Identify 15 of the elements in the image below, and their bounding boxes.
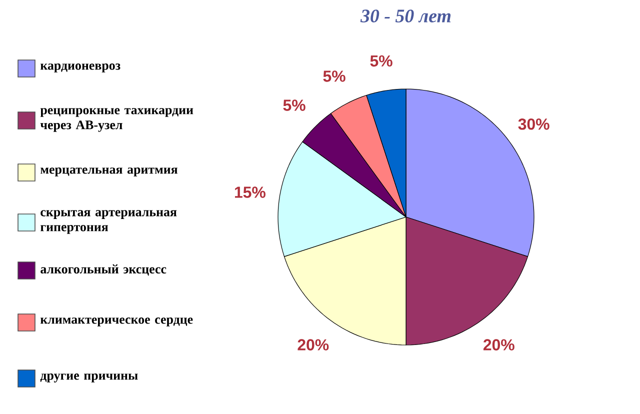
- legend-label: климактерическое сердце: [40, 318, 193, 326]
- data-label: 20%: [298, 339, 329, 350]
- legend-label: скрытая артериальная гипертония: [40, 210, 177, 234]
- legend-label: мерцательная аритмия: [40, 168, 178, 176]
- legend-label: другие причины: [40, 374, 138, 382]
- data-label: 20%: [483, 339, 514, 350]
- data-label: 30%: [518, 118, 550, 130]
- data-label: 5%: [370, 55, 392, 67]
- data-label: 5%: [323, 70, 346, 82]
- chart-title: 30 - 50 лет: [360, 10, 451, 22]
- data-label: 5%: [283, 100, 306, 111]
- legend-label: алкогольный эксцесс: [40, 264, 166, 276]
- legend-label: реципрокные тахикардии через АВ-узел: [40, 108, 194, 132]
- legend-label: кардионевроз: [40, 64, 120, 72]
- data-label: 15%: [235, 186, 266, 198]
